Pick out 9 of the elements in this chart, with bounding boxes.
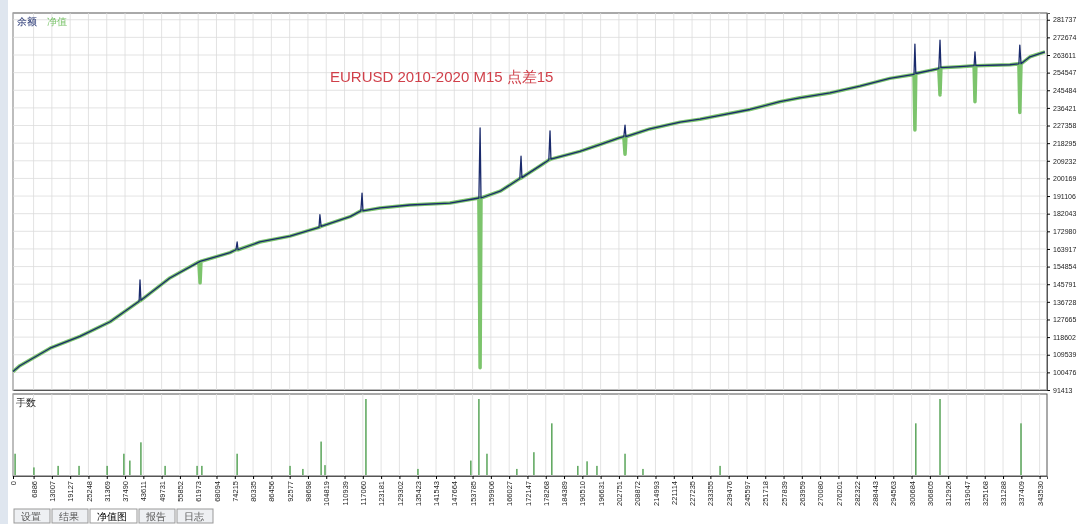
text: 净值 <box>47 16 67 27</box>
chart-title: 手数 <box>16 397 36 408</box>
text: 日志 <box>184 511 204 522</box>
text: 报告 <box>145 511 166 522</box>
text: 设置 <box>21 511 41 522</box>
text: 余额 <box>17 16 37 27</box>
text: 净值图 <box>97 511 127 522</box>
text: 结果 <box>59 511 79 522</box>
text: EURUSD 2010-2020 M15 点差15 <box>330 68 554 85</box>
